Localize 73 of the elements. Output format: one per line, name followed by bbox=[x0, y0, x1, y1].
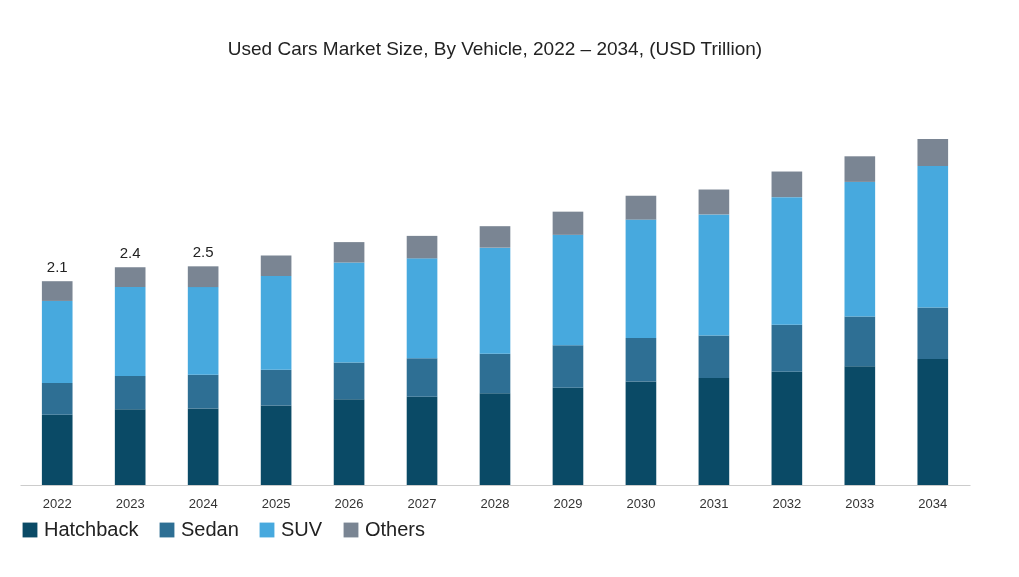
x-tick-label: 2026 bbox=[334, 495, 364, 511]
bar bbox=[333, 362, 365, 400]
bar bbox=[917, 139, 949, 166]
bar bbox=[844, 366, 876, 485]
bar bbox=[552, 234, 584, 346]
legend-label: Others bbox=[365, 518, 426, 540]
bar bbox=[114, 409, 146, 485]
bar bbox=[406, 258, 438, 359]
x-tick-label: 2028 bbox=[480, 495, 510, 511]
bar bbox=[260, 255, 292, 277]
bar bbox=[406, 396, 438, 485]
bar bbox=[333, 242, 365, 263]
bar bbox=[114, 267, 146, 288]
bar bbox=[41, 414, 73, 485]
bar bbox=[187, 374, 219, 409]
x-tick-label: 2033 bbox=[845, 495, 875, 511]
bar bbox=[625, 381, 657, 485]
bar bbox=[917, 359, 949, 485]
bar bbox=[41, 382, 73, 415]
bar bbox=[41, 281, 73, 301]
bar bbox=[187, 266, 219, 288]
bar bbox=[625, 337, 657, 382]
bar bbox=[771, 371, 803, 485]
x-tick-label: 2034 bbox=[918, 495, 948, 511]
bar bbox=[406, 235, 438, 259]
x-tick-label: 2023 bbox=[115, 495, 145, 511]
bar bbox=[698, 214, 730, 336]
bar bbox=[333, 399, 365, 485]
bar bbox=[187, 287, 219, 375]
bar bbox=[625, 219, 657, 338]
bar bbox=[479, 226, 511, 248]
bar bbox=[114, 376, 146, 410]
bar bbox=[479, 393, 511, 485]
bar bbox=[844, 316, 876, 367]
bar bbox=[625, 195, 657, 220]
x-tick-label: 2031 bbox=[699, 495, 729, 511]
bar bbox=[698, 189, 730, 215]
bar bbox=[552, 211, 584, 235]
bar bbox=[844, 181, 876, 317]
bar bbox=[552, 387, 584, 485]
x-tick-label: 2032 bbox=[772, 495, 802, 511]
bar bbox=[698, 378, 730, 485]
legend-label: Sedan bbox=[181, 518, 239, 540]
bar bbox=[917, 307, 949, 360]
bar bbox=[333, 262, 365, 363]
legend-label: SUV bbox=[281, 518, 323, 540]
x-tick-label: 2025 bbox=[261, 495, 291, 511]
bar bbox=[552, 345, 584, 388]
bar bbox=[771, 197, 803, 325]
bar bbox=[114, 287, 146, 377]
bar bbox=[771, 324, 803, 372]
bar bbox=[260, 405, 292, 485]
bar bbox=[771, 171, 803, 198]
chart-title: Used Cars Market Size, By Vehicle, 2022 – 2034, (USD Trillion) bbox=[227, 38, 763, 59]
bar bbox=[406, 358, 438, 397]
x-tick-label: 2029 bbox=[553, 495, 583, 511]
annotation: 2.4 bbox=[119, 244, 141, 262]
x-tick-label: 2024 bbox=[188, 495, 218, 511]
bar bbox=[260, 276, 292, 370]
bar bbox=[917, 165, 949, 308]
bar bbox=[41, 300, 73, 383]
annotation: 2.5 bbox=[192, 243, 214, 261]
bar bbox=[260, 369, 292, 406]
bar bbox=[844, 156, 876, 182]
bar bbox=[698, 335, 730, 379]
x-tick-label: 2022 bbox=[42, 495, 72, 511]
bar bbox=[479, 247, 511, 354]
annotation: 2.1 bbox=[46, 258, 68, 276]
bar bbox=[479, 353, 511, 394]
x-tick-label: 2030 bbox=[626, 495, 656, 511]
bar bbox=[187, 408, 219, 485]
x-tick-label: 2027 bbox=[407, 495, 437, 511]
legend-label: Hatchback bbox=[44, 518, 140, 540]
